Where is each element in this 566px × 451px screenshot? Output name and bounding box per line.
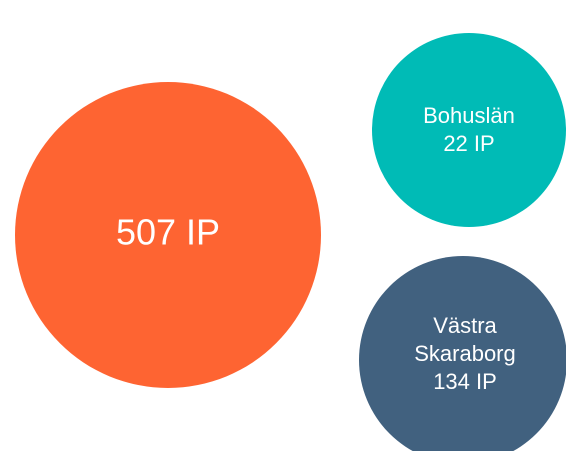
node-label: Västra	[433, 313, 497, 338]
node-label: Skaraborg	[414, 341, 516, 366]
node-label: Bohuslän	[423, 103, 515, 128]
circle-main	[15, 82, 321, 388]
node-label: 134 IP	[433, 369, 497, 394]
node-label: 507 IP	[116, 212, 220, 253]
circle-vastra-skaraborg	[359, 256, 566, 451]
node-label: 22 IP	[443, 131, 494, 156]
circle-bohuslan	[372, 33, 566, 227]
